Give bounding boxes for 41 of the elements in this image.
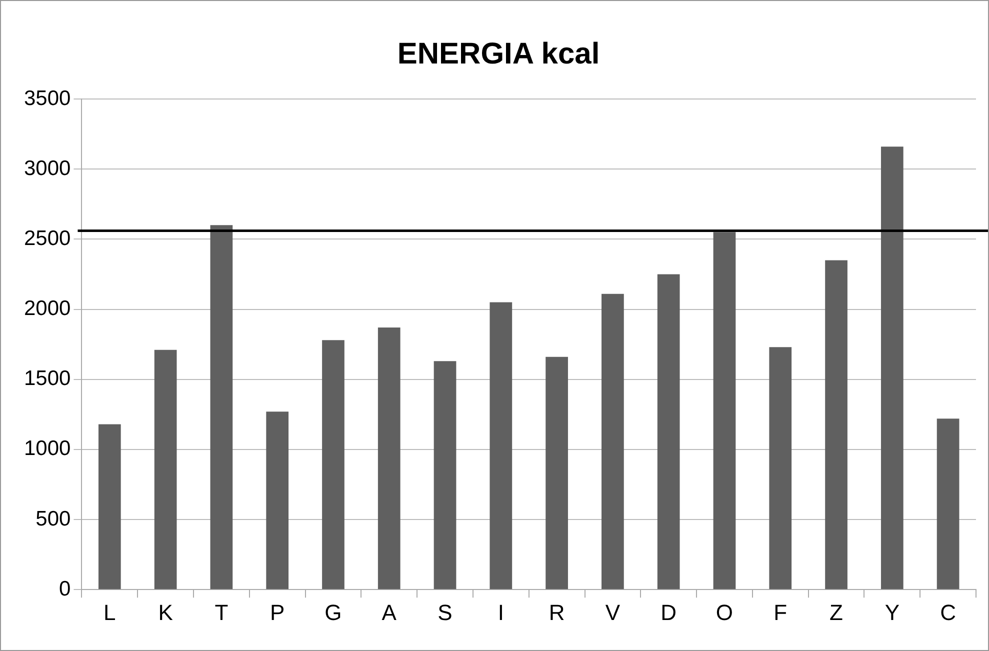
x-tick-label: R (548, 600, 565, 625)
x-tick-label: V (605, 600, 620, 625)
x-tick-label: I (498, 600, 504, 625)
y-tick-label: 3500 (24, 86, 71, 110)
bar (210, 225, 233, 590)
bar (490, 302, 512, 590)
x-tick-label: F (774, 600, 788, 625)
bar (769, 347, 792, 590)
y-tick-label: 1500 (24, 367, 71, 390)
bar (434, 361, 456, 590)
y-tick-label: 1000 (24, 437, 71, 460)
bar (657, 274, 680, 590)
y-tick-label: 0 (59, 577, 71, 600)
bar (154, 350, 177, 590)
bar (266, 412, 289, 590)
bar (546, 356, 568, 590)
bar (825, 260, 848, 590)
bar (378, 327, 400, 590)
y-tick-label: 3000 (24, 156, 71, 180)
x-tick-label: L (104, 600, 116, 625)
bar (98, 424, 121, 590)
x-tick-label: P (270, 600, 285, 625)
x-tick-label: D (660, 600, 677, 625)
x-tick-label: C (940, 600, 956, 625)
x-tick-label: G (324, 600, 342, 625)
x-tick-label: S (438, 600, 452, 625)
x-tick-label: K (158, 600, 174, 625)
x-tick-label: A (382, 600, 397, 625)
y-tick-label: 500 (36, 507, 71, 530)
bar (602, 294, 624, 590)
x-tick-label: Z (830, 600, 843, 625)
x-tick-label: O (716, 600, 734, 625)
bar (322, 340, 344, 590)
x-tick-label: T (214, 600, 228, 625)
chart-title: ENERGIA kcal (397, 37, 600, 70)
x-tick-label: Y (884, 600, 900, 625)
bar (936, 418, 960, 590)
y-tick-label: 2000 (24, 297, 71, 320)
bar (713, 232, 736, 590)
bar (880, 146, 904, 590)
y-tick-label: 2500 (24, 226, 71, 250)
